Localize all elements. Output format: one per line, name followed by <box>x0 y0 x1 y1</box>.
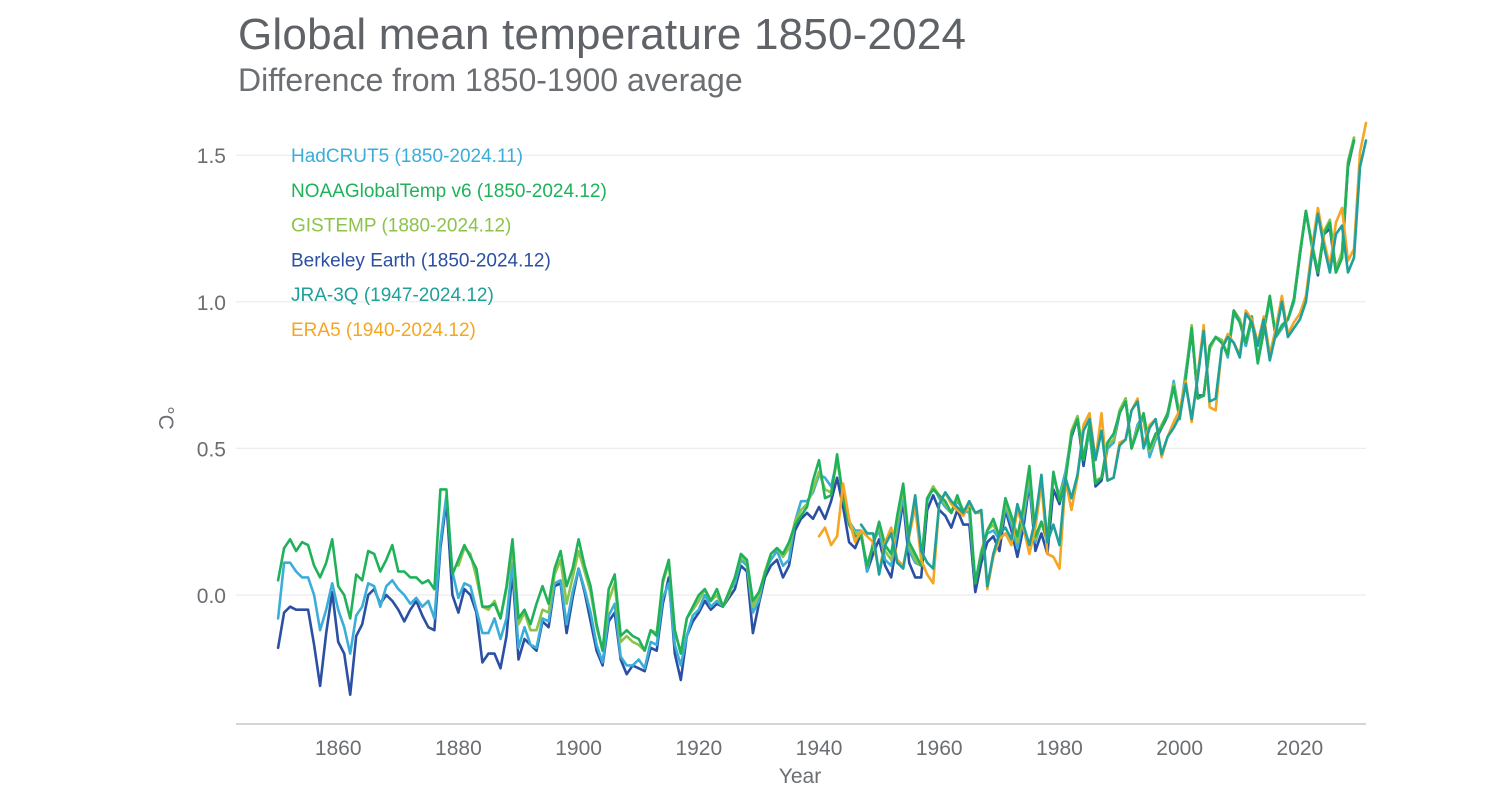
legend-entry: JRA-3Q (1947-2024.12) <box>291 285 494 306</box>
x-axis-label: Year <box>779 765 821 788</box>
legend-entry: Berkeley Earth (1850-2024.12) <box>291 250 551 271</box>
series-line <box>859 139 1368 588</box>
x-tick-label: 1920 <box>675 737 722 760</box>
y-axis-label: °C <box>154 406 177 430</box>
series-line <box>457 136 1356 655</box>
y-tick-labels: 0.0 0.5 1.0 1.5 <box>197 145 226 608</box>
x-tick-label: 1980 <box>1036 737 1083 760</box>
y-tick-label: 0.5 <box>197 438 226 461</box>
series-line <box>276 139 1356 655</box>
chart-title: Global mean temperature 1850-2024 <box>238 10 967 59</box>
legend-entry: ERA5 (1940-2024.12) <box>291 320 476 341</box>
legend-entry: GISTEMP (1880-2024.12) <box>291 216 511 237</box>
x-tick-label: 1880 <box>435 737 482 760</box>
legend: HadCRUT5 (1850-2024.11) NOAAGlobalTemp v6… <box>291 146 607 341</box>
x-tick-label: 1940 <box>796 737 843 760</box>
x-tick-label: 2020 <box>1277 737 1324 760</box>
x-tick-label: 2000 <box>1156 737 1203 760</box>
y-tick-label: 1.0 <box>197 292 226 315</box>
y-tick-label: 1.5 <box>197 145 226 168</box>
legend-entry: HadCRUT5 (1850-2024.11) <box>291 146 523 167</box>
grid-lines <box>236 154 1366 596</box>
x-tick-label: 1960 <box>916 737 963 760</box>
x-tick-label: 1900 <box>555 737 602 760</box>
legend-entry: NOAAGlobalTemp v6 (1850-2024.12) <box>291 181 607 202</box>
y-tick-label: 0.0 <box>197 585 226 608</box>
chart-subtitle: Difference from 1850-1900 average <box>238 62 743 98</box>
x-tick-label: 1860 <box>315 737 362 760</box>
series-lines <box>276 121 1368 697</box>
x-tick-labels: 1860 1880 1900 1920 1940 1960 1980 2000 2020 <box>315 737 1323 760</box>
